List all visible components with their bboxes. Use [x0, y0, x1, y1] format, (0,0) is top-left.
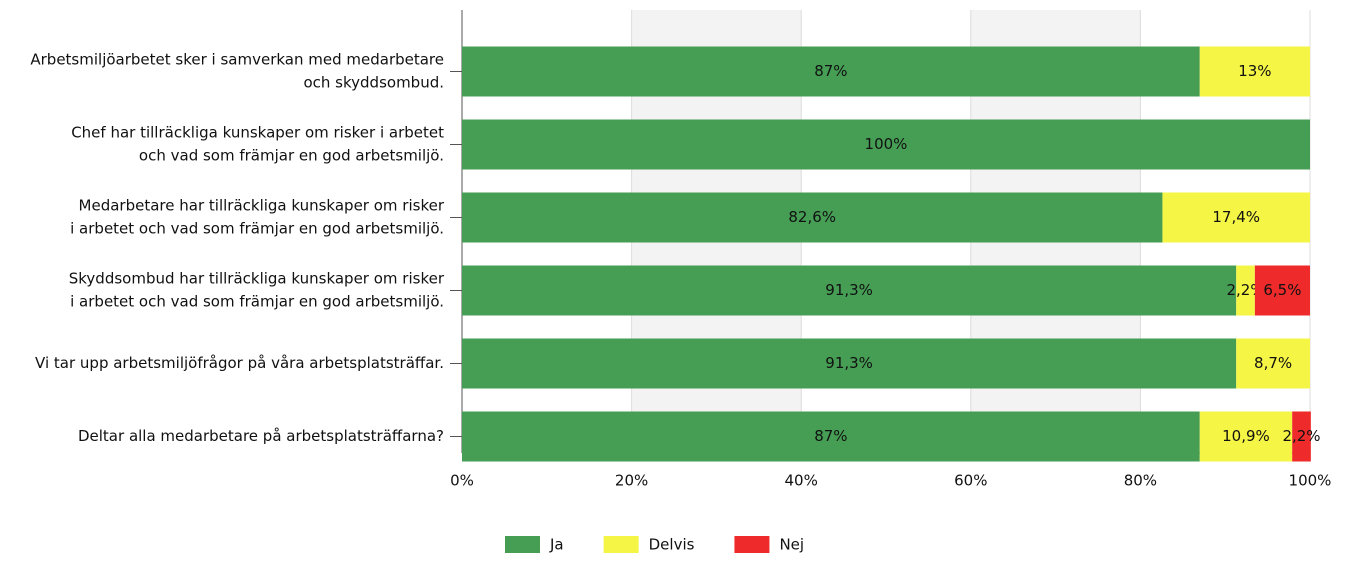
x-tick-label: 20%	[615, 472, 648, 490]
y-tick-label: och skyddsombud.	[303, 74, 444, 92]
value-label: 10,9%	[1222, 427, 1270, 445]
value-label: 82,6%	[788, 208, 836, 226]
x-tick-label: 60%	[954, 472, 987, 490]
bar-segment	[1254, 265, 1310, 316]
y-tick-label: i arbetet och vad som främjar en god arb…	[70, 220, 444, 238]
y-tick-label: Vi tar upp arbetsmiljöfrågor på våra arb…	[35, 354, 444, 372]
y-tick-label: Medarbetare har tillräckliga kunskaper o…	[79, 197, 445, 215]
value-label: 87%	[814, 427, 847, 445]
x-tick-label: 0%	[450, 472, 474, 490]
x-tick-label: 80%	[1124, 472, 1157, 490]
bar-segment	[1292, 411, 1311, 462]
value-label: 6,5%	[1263, 281, 1301, 299]
value-label: 8,7%	[1254, 354, 1292, 372]
bar-segment	[462, 46, 1200, 97]
bar-segment	[1199, 411, 1293, 462]
y-tick-label: Chef har tillräckliga kunskaper om riske…	[71, 124, 444, 142]
value-label: 17,4%	[1212, 208, 1260, 226]
legend-swatch	[603, 536, 639, 553]
legend-swatch	[505, 536, 540, 553]
bar-segment	[1236, 265, 1255, 316]
bar-segment	[462, 265, 1237, 316]
bar-segment	[462, 192, 1163, 243]
y-tick-label: Deltar alla medarbetare på arbetsplatstr…	[78, 427, 444, 445]
y-tick-label: Skyddsombud har tillräckliga kunskaper o…	[69, 270, 445, 288]
y-tick-label: Arbetsmiljöarbetet sker i samverkan med …	[30, 51, 444, 69]
bar-segment	[1236, 338, 1310, 389]
x-tick-label: 40%	[785, 472, 818, 490]
legend-label: Nej	[779, 536, 804, 554]
legend-label: Ja	[549, 536, 564, 554]
value-label: 91,3%	[825, 354, 873, 372]
y-tick-label: i arbetet och vad som främjar en god arb…	[70, 293, 444, 311]
bar-segment	[462, 338, 1237, 389]
bar-segment	[1199, 46, 1310, 97]
value-label: 13%	[1238, 62, 1271, 80]
legend-label: Delvis	[649, 536, 695, 554]
value-label: 100%	[865, 135, 908, 153]
x-tick-label: 100%	[1289, 472, 1332, 490]
y-tick-label: och vad som främjar en god arbetsmiljö.	[139, 147, 444, 165]
value-label: 91,3%	[825, 281, 873, 299]
bar-segment	[462, 119, 1310, 170]
bar-segment	[462, 411, 1200, 462]
bar-segment	[1162, 192, 1310, 243]
value-label: 2,2%	[1282, 427, 1320, 445]
value-label: 87%	[814, 62, 847, 80]
legend-swatch	[734, 536, 770, 553]
